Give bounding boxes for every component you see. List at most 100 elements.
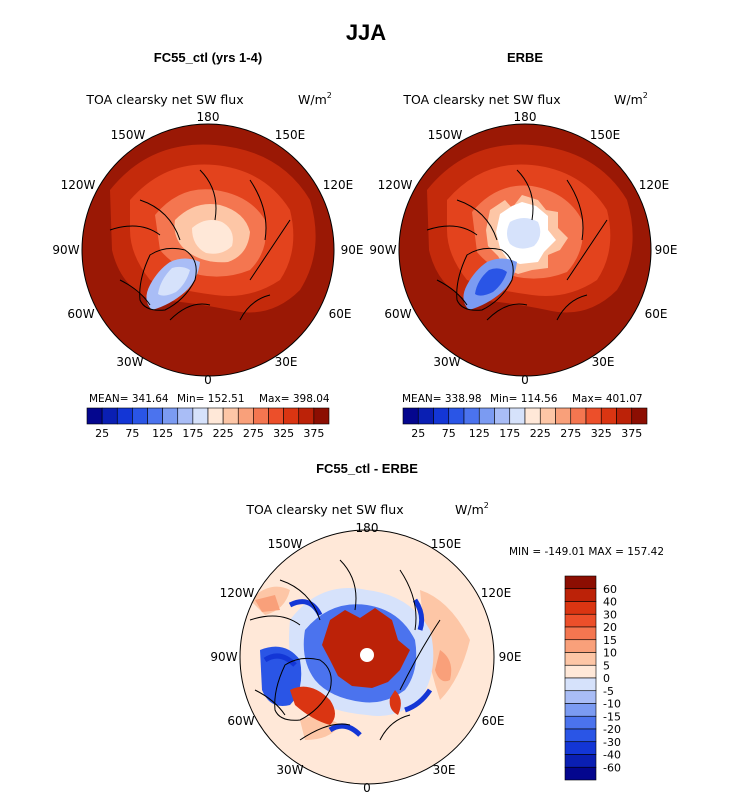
lon-label-90e: 90E xyxy=(655,243,678,257)
colorbar-tick-label: -30 xyxy=(603,736,621,749)
colorbar-swatch xyxy=(600,407,617,425)
colorbar-swatch xyxy=(555,407,572,425)
colorbar-swatch xyxy=(564,728,597,743)
lon-label-30w: 30W xyxy=(276,763,303,777)
colorbar-swatch xyxy=(448,407,465,425)
lon-label-60e: 60E xyxy=(645,307,668,321)
panel-subtitle: TOA clearsky net SW flux xyxy=(85,92,243,107)
colorbar-swatch xyxy=(570,407,587,425)
colorbar-tick-label: 75 xyxy=(125,427,139,440)
colorbar-swatch xyxy=(564,601,597,615)
colorbar-swatch xyxy=(433,407,450,425)
map-border xyxy=(398,123,652,377)
map-obs xyxy=(399,124,651,376)
lon-label-0: 0 xyxy=(363,781,371,795)
colorbar-swatch xyxy=(313,407,330,425)
lon-label-120w: 120W xyxy=(378,178,413,192)
stat-min-max: MIN = -149.01 MAX = 157.42 xyxy=(509,546,664,558)
colorbar-swatch xyxy=(564,652,597,666)
panel-obs: ERBE TOA clearsky net SW flux W/m2 180 1… xyxy=(369,50,677,440)
stat-max: Max= 398.04 xyxy=(259,393,330,405)
colorbar-swatch xyxy=(162,407,179,425)
colorbar-tick-label: -15 xyxy=(603,710,621,723)
panel-subtitle: TOA clearsky net SW flux xyxy=(402,92,560,107)
colorbar-tick-label: 275 xyxy=(560,427,581,440)
colorbar-swatch xyxy=(564,754,597,768)
stat-min: Min= 152.51 xyxy=(177,393,245,405)
colorbar-swatch xyxy=(192,407,209,425)
panel-title: FC55_ctl - ERBE xyxy=(316,461,418,476)
colorbar-swatch xyxy=(177,407,194,425)
lon-label-0: 0 xyxy=(521,373,529,387)
colorbar-model: 25 75 125 175 225 275 325 375 xyxy=(86,407,330,440)
lon-label-30w: 30W xyxy=(116,355,143,369)
colorbar-swatch xyxy=(564,715,597,730)
units-exponent: 2 xyxy=(643,91,648,100)
lon-label-150e: 150E xyxy=(431,537,462,551)
colorbar-swatch xyxy=(585,407,602,425)
lon-label-120e: 120E xyxy=(323,178,354,192)
colorbar-swatch xyxy=(539,407,556,425)
colorbar-tick-label: 15 xyxy=(603,634,617,647)
colorbar-tick-label: 25 xyxy=(411,427,425,440)
map-border xyxy=(239,529,495,785)
colorbar-tick-label: -5 xyxy=(603,685,614,698)
units-label: W/m2 xyxy=(298,91,332,107)
colorbar-swatch xyxy=(564,690,597,704)
colorbar-tick-label: 20 xyxy=(603,621,617,634)
lon-label-120w: 120W xyxy=(220,586,255,600)
lon-label-180: 180 xyxy=(197,110,220,124)
colorbar-tick-label: 175 xyxy=(499,427,520,440)
panel-subtitle: TOA clearsky net SW flux xyxy=(245,502,403,517)
colorbar-swatch xyxy=(478,407,495,425)
colorbar-swatch xyxy=(86,407,103,425)
map-diff xyxy=(240,530,494,784)
colorbar-swatch xyxy=(494,407,511,425)
colorbar-tick-label: 10 xyxy=(603,647,617,660)
colorbar-tick-label: -40 xyxy=(603,749,621,762)
colorbar-tick-label: 60 xyxy=(603,583,617,596)
colorbar-swatch xyxy=(564,677,597,692)
colorbar-tick-label: 175 xyxy=(182,427,203,440)
lon-label-60w: 60W xyxy=(227,714,254,728)
units-exponent: 2 xyxy=(327,91,332,100)
colorbar-swatch xyxy=(417,407,434,425)
units-base: W/m xyxy=(298,92,327,107)
colorbar-tick-label: 375 xyxy=(303,427,324,440)
lon-label-60e: 60E xyxy=(482,714,505,728)
units-base: W/m xyxy=(614,92,643,107)
colorbar-tick-label: 75 xyxy=(442,427,456,440)
colorbar-swatch xyxy=(222,407,239,425)
lon-label-30w: 30W xyxy=(433,355,460,369)
lon-label-60w: 60W xyxy=(67,307,94,321)
map-border xyxy=(81,123,335,377)
colorbar-swatch xyxy=(564,588,597,602)
stat-mean: MEAN= 338.98 xyxy=(402,393,482,405)
lon-label-180: 180 xyxy=(356,521,379,535)
lon-label-90w: 90W xyxy=(369,243,396,257)
stat-mean: MEAN= 341.64 xyxy=(89,393,169,405)
colorbar-swatch xyxy=(207,407,224,425)
colorbar-tick-label: 25 xyxy=(95,427,109,440)
colorbar-tick-label: 325 xyxy=(591,427,612,440)
stat-min: Min= 114.56 xyxy=(490,393,558,405)
lon-label-120e: 120E xyxy=(481,586,512,600)
units-label: W/m2 xyxy=(455,501,489,517)
lon-label-150w: 150W xyxy=(111,128,146,142)
colorbar-swatch xyxy=(564,766,597,781)
stat-max: Max= 401.07 xyxy=(572,393,643,405)
colorbar-swatch xyxy=(616,407,633,425)
units-exponent: 2 xyxy=(484,501,489,510)
panel-title: ERBE xyxy=(507,50,543,65)
colorbar-swatch xyxy=(402,407,419,425)
colorbar-tick-label: -60 xyxy=(603,761,621,774)
lon-label-150e: 150E xyxy=(590,128,621,142)
colorbar-tick-label: 40 xyxy=(603,596,617,609)
colorbar-swatch xyxy=(101,407,118,425)
lon-label-90w: 90W xyxy=(52,243,79,257)
colorbar-swatch xyxy=(564,575,597,590)
units-base: W/m xyxy=(455,502,484,517)
lon-label-90e: 90E xyxy=(341,243,364,257)
